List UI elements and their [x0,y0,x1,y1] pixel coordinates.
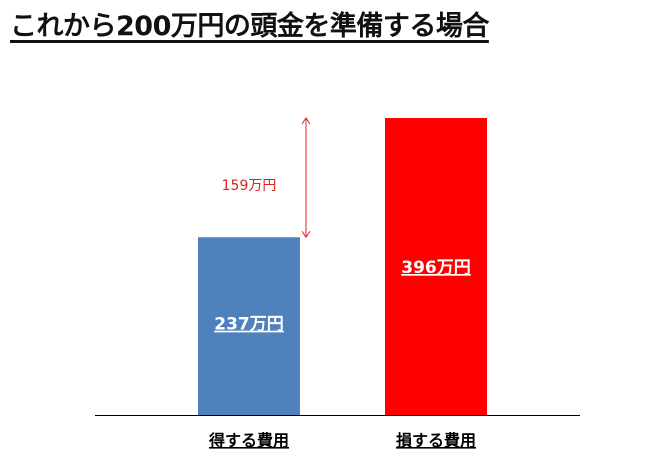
bar-1 [198,237,300,415]
difference-label: 159万円 [222,178,277,194]
difference-arrow-head-top [301,117,311,125]
difference-arrow-head-bottom [301,230,311,239]
category-label-1: 得する費用 [208,431,289,450]
bar-value-label-1: 237万円 [214,315,284,335]
bar-value-label-2: 396万円 [401,258,471,278]
category-label-2: 損する費用 [396,431,476,450]
page-title: これから200万円の頭金を準備する場合 [10,11,489,42]
bar-2 [385,118,487,415]
